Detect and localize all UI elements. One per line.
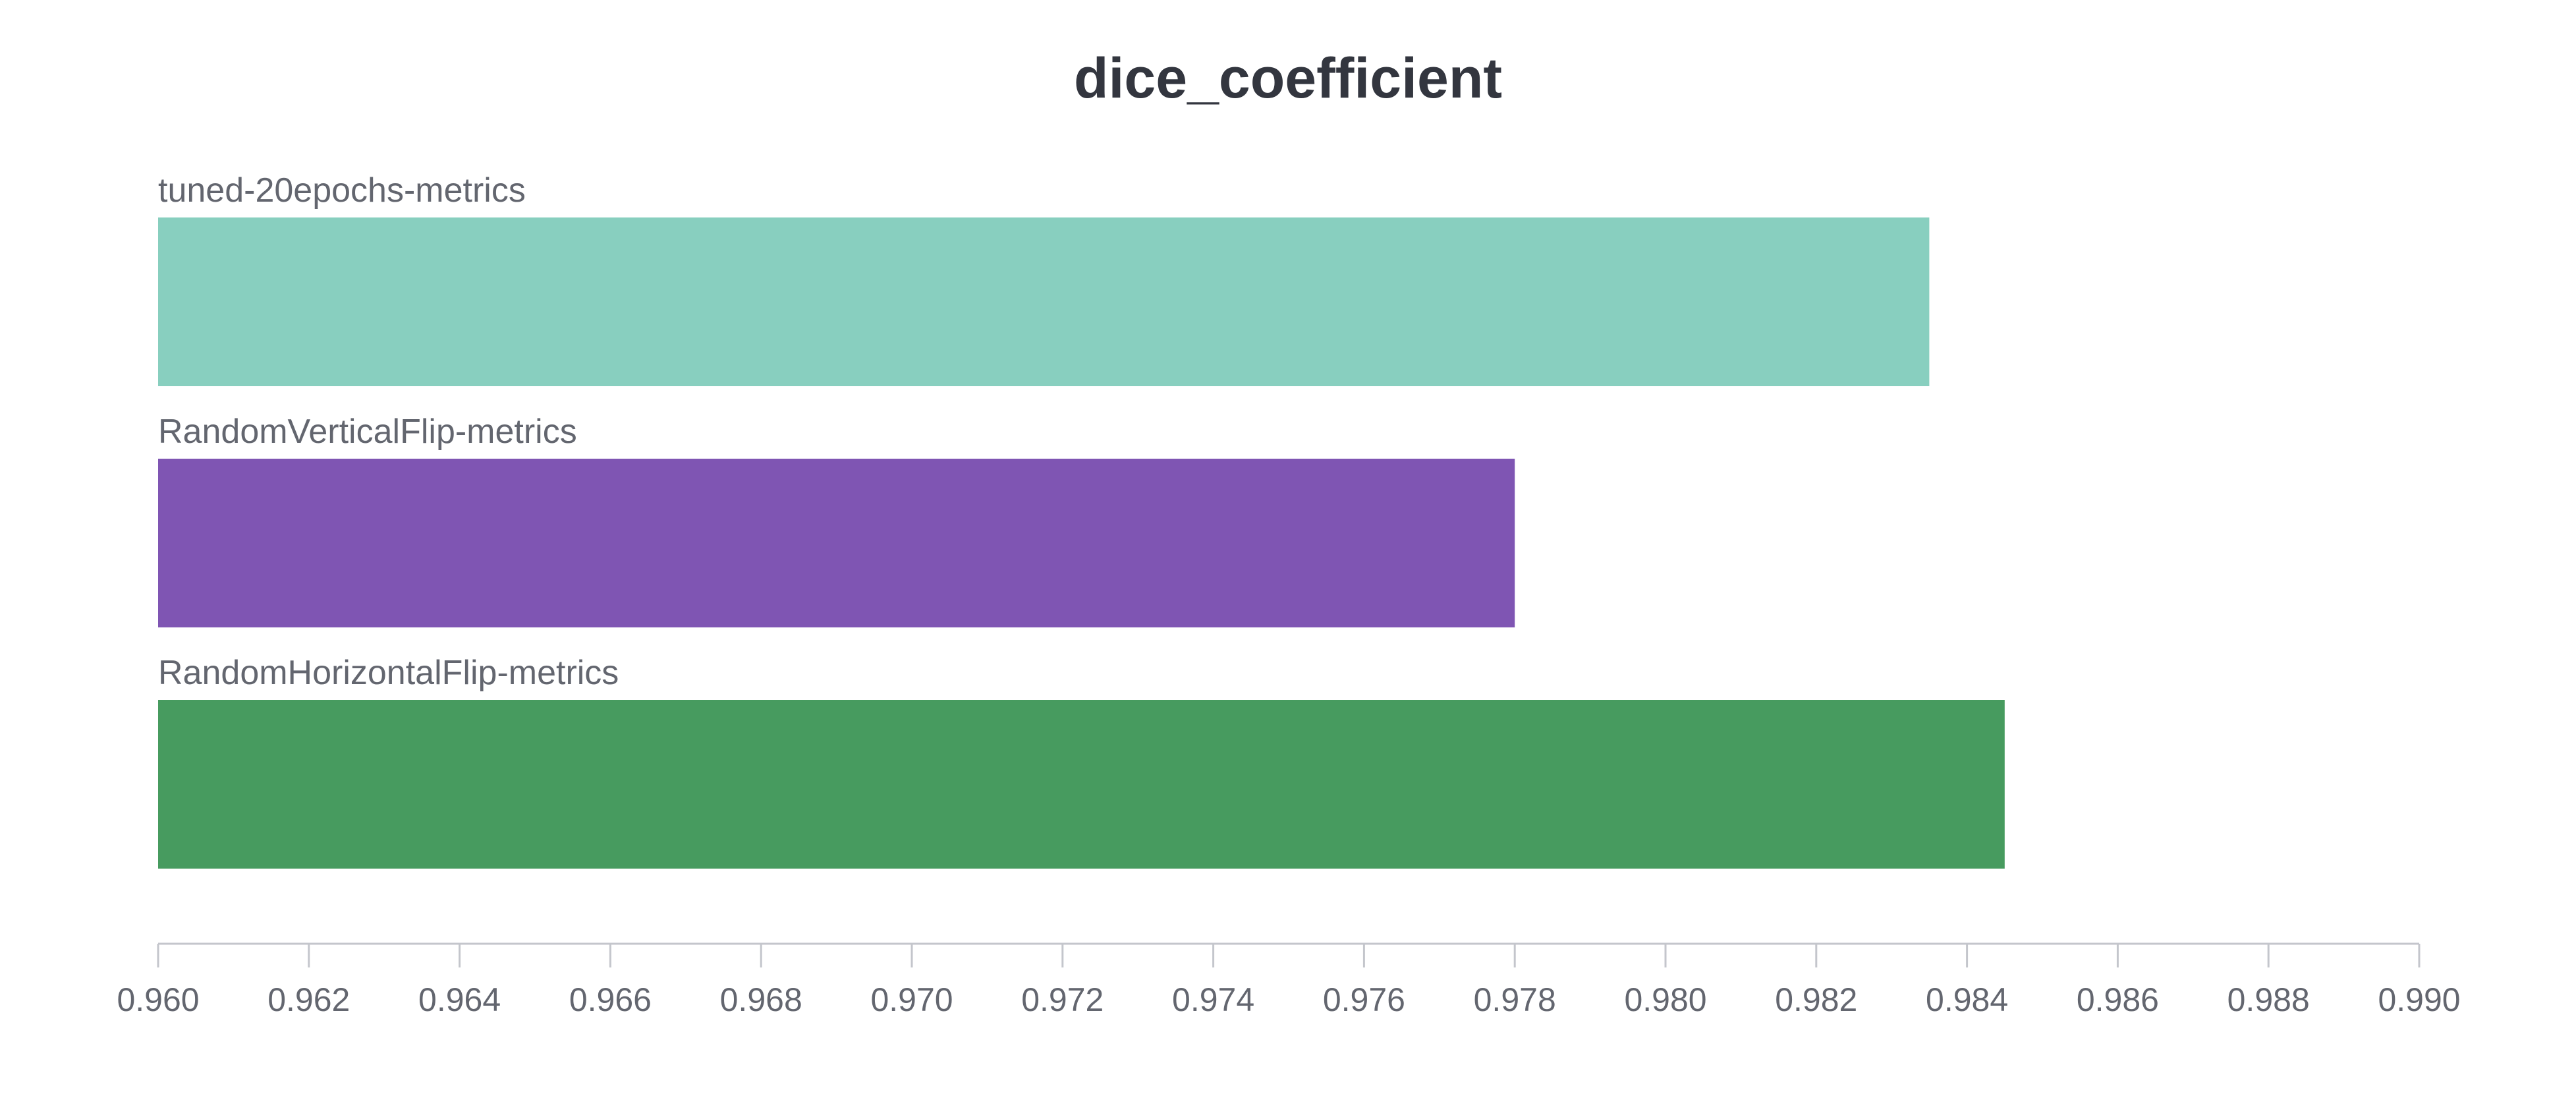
bar-label: RandomHorizontalFlip-metrics [158,654,619,692]
x-tick-label: 0.986 [2077,981,2159,1018]
x-tick-label: 0.970 [870,981,953,1018]
bar [158,700,2005,869]
x-tick-label: 0.972 [1021,981,1104,1018]
x-tick-label: 0.988 [2227,981,2310,1018]
x-tick-label: 0.968 [720,981,802,1018]
bar-label: tuned-20epochs-metrics [158,171,526,210]
x-tick-label: 0.982 [1775,981,1857,1018]
x-tick-label: 0.978 [1474,981,1556,1018]
x-axis: 0.960 0.962 0.964 0.966 0.968 0.970 0.972 0.974… [117,942,2461,1018]
x-tick-label: 0.980 [1624,981,1706,1018]
x-tick-label: 0.960 [117,981,199,1018]
chart-title: dice_coefficient [1074,47,1502,110]
x-tick-label: 0.962 [267,981,350,1018]
x-tick-label: 0.990 [2378,981,2460,1018]
x-tick-label: 0.984 [1926,981,2008,1018]
x-tick-label: 0.976 [1323,981,1405,1018]
bar [158,459,1515,627]
x-tick-label: 0.974 [1172,981,1254,1018]
x-tick-label: 0.964 [418,981,501,1018]
bars-layer: tuned-20epochs-metrics RandomVerticalFlip… [158,171,2005,869]
bar [158,217,1930,386]
x-tick-label: 0.966 [569,981,652,1018]
bar-label: RandomVerticalFlip-metrics [158,413,577,451]
